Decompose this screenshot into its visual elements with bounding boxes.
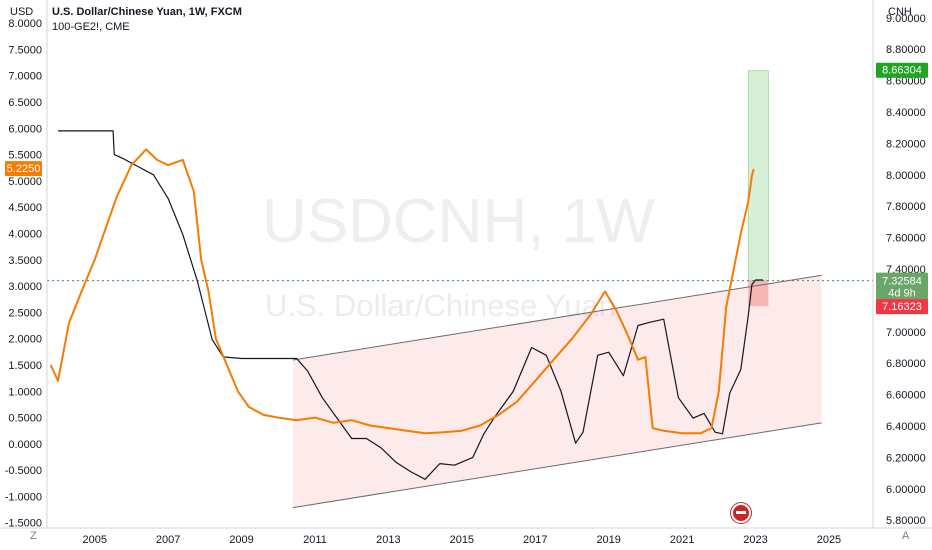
right-axis-tick-label: 8.60000: [886, 76, 926, 88]
right-axis-tick-label: 8.80000: [886, 44, 926, 56]
time-axis-tick-label: 2021: [670, 534, 694, 546]
right-axis-tick-label: 6.00000: [886, 484, 926, 496]
right-axis-tick-label: 8.40000: [886, 107, 926, 119]
left-axis-tick-label: 3.5000: [8, 255, 42, 267]
bar-countdown-label: 4d 9h: [888, 288, 916, 300]
time-axis-tick-label: 2005: [82, 534, 106, 546]
auto-scale-button[interactable]: A: [902, 530, 910, 542]
right-axis-tick-label: 6.20000: [886, 452, 926, 464]
time-axis-tick-label: 2023: [743, 534, 767, 546]
ge2-price-line: [49, 148, 755, 435]
right-axis-tick-label: 7.80000: [886, 201, 926, 213]
current-price-label: 7.32584: [882, 276, 922, 288]
left-axis-tick-label: 7.5000: [8, 44, 42, 56]
left-axis-tick-label: -0.5000: [5, 465, 42, 477]
channel-lower-line: [292, 422, 822, 509]
stop-price-label: 7.16323: [882, 301, 922, 313]
left-axis-tick-label: 5.5000: [8, 150, 42, 162]
time-axis-tick-label: 2015: [450, 534, 474, 546]
stop-price-label-bg: [876, 299, 928, 315]
right-axis-tick-label: 7.60000: [886, 233, 926, 245]
left-axis-tick-label: 1.5000: [8, 360, 42, 372]
left-axis-tick-label: 2.0000: [8, 334, 42, 346]
left-axis-tick-label: 2.5000: [8, 307, 42, 319]
right-axis-tick-label: 6.60000: [886, 390, 926, 402]
time-axis-tick-label: 2025: [817, 534, 841, 546]
ge2-last-price-label-bg: [5, 161, 42, 177]
target-price-label-bg: [876, 62, 928, 78]
time-axis-tick-label: 2013: [376, 534, 400, 546]
ge2-last-price-label: 5.2250: [7, 163, 41, 175]
chart-subtitle: 100-GE2!, CME: [52, 21, 130, 33]
right-axis-tick-label: 5.80000: [886, 515, 926, 527]
left-axis-tick-label: -1.0000: [5, 491, 42, 503]
left-axis-tick-label: 0.5000: [8, 413, 42, 425]
left-axis-tick-label: 8.0000: [8, 18, 42, 30]
current-price-label-bg: [876, 272, 928, 301]
left-axis-tick-label: -1.5000: [5, 518, 42, 530]
symbol-watermark: USDCNH, 1W: [262, 187, 655, 256]
time-axis-tick-label: 2019: [596, 534, 620, 546]
channel-fill: [292, 275, 822, 508]
right-axis-tick-label: 7.00000: [886, 327, 926, 339]
time-axis-tick-label: 2017: [523, 534, 547, 546]
right-axis-unit: CNH: [888, 6, 912, 18]
left-axis-tick-label: 3.0000: [8, 281, 42, 293]
time-axis-tick-label: 2011: [303, 534, 327, 546]
usdcnh-price-line: [58, 130, 763, 480]
target-price-label: 8.66304: [882, 65, 922, 77]
left-axis-tick-label: 4.5000: [8, 202, 42, 214]
left-axis-tick-label: 6.5000: [8, 97, 42, 109]
channel-upper-line: [292, 274, 822, 361]
left-axis-tick-label: 1.0000: [8, 386, 42, 398]
left-axis-unit: USD: [10, 6, 34, 18]
left-axis-tick-label: 6.0000: [8, 123, 42, 135]
left-axis-tick-label: 0.0000: [8, 439, 42, 451]
description-watermark: U.S. Dollar/Chinese Yuan: [265, 288, 616, 323]
right-axis-tick-label: 8.00000: [886, 170, 926, 182]
right-axis-tick-label: 6.40000: [886, 421, 926, 433]
right-axis-tick-label: 8.20000: [886, 138, 926, 150]
left-axis-tick-label: 4.0000: [8, 229, 42, 241]
right-axis-tick-label: 9.00000: [886, 13, 926, 25]
chart-title: U.S. Dollar/Chinese Yuan, 1W, FXCM: [52, 6, 242, 18]
time-axis-tick-label: 2009: [229, 534, 253, 546]
right-axis-tick-label: 6.80000: [886, 358, 926, 370]
left-axis-tick-label: 7.0000: [8, 71, 42, 83]
parallel-channel: [292, 274, 822, 509]
zoom-toggle-button[interactable]: Z: [30, 530, 37, 542]
us-flag-event-icon[interactable]: [731, 503, 751, 523]
stop-zone: [748, 280, 769, 307]
left-axis-tick-label: 5.0000: [8, 176, 42, 188]
time-axis-tick-label: 2007: [156, 534, 180, 546]
